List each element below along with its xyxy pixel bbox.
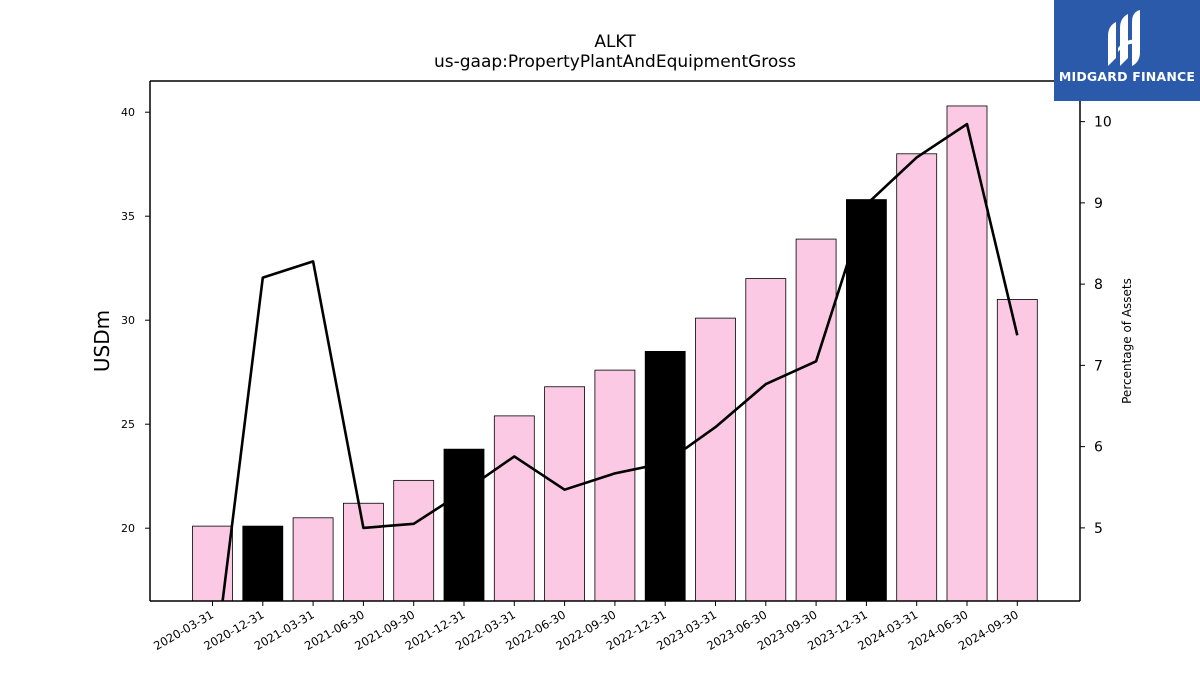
y-tick-label: 35 — [121, 210, 135, 223]
bar — [493, 415, 535, 602]
logo: MIDGARD FINANCE — [1054, 0, 1200, 101]
y2-tick-label: 8 — [1094, 277, 1103, 293]
bar — [745, 278, 787, 602]
y2-axis-label: Percentage of Assets — [1120, 278, 1134, 404]
y-tick-label: 30 — [121, 314, 135, 327]
bar — [342, 502, 384, 602]
y-axis-label: USDm — [90, 310, 114, 372]
bar — [846, 199, 887, 602]
y2-tick-label: 5 — [1094, 521, 1103, 537]
bar — [946, 105, 988, 602]
bar — [695, 317, 736, 602]
chart-title: ALKT — [594, 32, 636, 52]
bar — [242, 525, 284, 602]
y2-tick-label: 7 — [1094, 358, 1103, 374]
logo-mark-icon — [1108, 10, 1140, 66]
y-tick-label: 20 — [121, 522, 135, 535]
bar — [896, 153, 938, 602]
y2-tick-label: 6 — [1094, 440, 1103, 456]
bar — [544, 386, 585, 602]
bar — [443, 448, 485, 602]
chart-subtitle: us-gaap:PropertyPlantAndEquipmentGross — [433, 52, 797, 72]
y2-tick-label: 10 — [1094, 115, 1112, 131]
y2-tick-label: 9 — [1094, 196, 1103, 212]
logo-text: MIDGARD FINANCE — [1058, 69, 1196, 84]
bar — [594, 369, 636, 602]
bar — [644, 350, 686, 602]
series-line — [221, 122, 1019, 601]
bar — [393, 479, 435, 602]
bar — [996, 298, 1038, 602]
bar — [192, 525, 233, 602]
y-tick-label: 40 — [121, 106, 135, 119]
bar — [292, 517, 334, 602]
bar — [795, 238, 837, 602]
y-tick-label: 25 — [121, 418, 135, 431]
